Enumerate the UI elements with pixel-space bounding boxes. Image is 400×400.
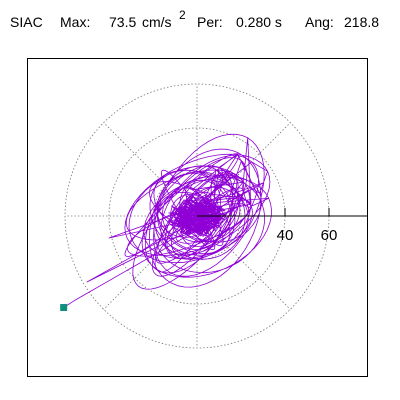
max-label: Max: xyxy=(60,14,91,30)
radial-tick-label-40: 40 xyxy=(277,227,294,244)
trace-end-marker xyxy=(60,304,68,312)
per-value: 0.280 s xyxy=(236,14,282,30)
end-marker-square xyxy=(60,304,68,312)
max-unit: cm/s xyxy=(142,14,172,30)
ang-value: 218.8 xyxy=(344,14,380,30)
radial-axis: 40 60 xyxy=(197,208,368,244)
grid-spoke-135 xyxy=(103,122,167,186)
max-value: 73.5 xyxy=(109,14,137,30)
radial-tick-label-60: 60 xyxy=(321,227,338,244)
per-label: Per: xyxy=(197,14,223,30)
chart-header: SIAC Max: 73.5 cm/s 2 Per: 0.280 s Ang: … xyxy=(0,8,400,40)
max-unit-exponent: 2 xyxy=(179,8,186,22)
ang-label: Ang: xyxy=(305,14,334,30)
plot-frame xyxy=(27,58,368,377)
grid-spoke-315 xyxy=(227,246,291,310)
particle-motion-trace xyxy=(63,133,272,308)
grid-spoke-45 xyxy=(227,122,291,186)
station-code: SIAC xyxy=(10,14,43,30)
trace-path xyxy=(63,133,272,308)
